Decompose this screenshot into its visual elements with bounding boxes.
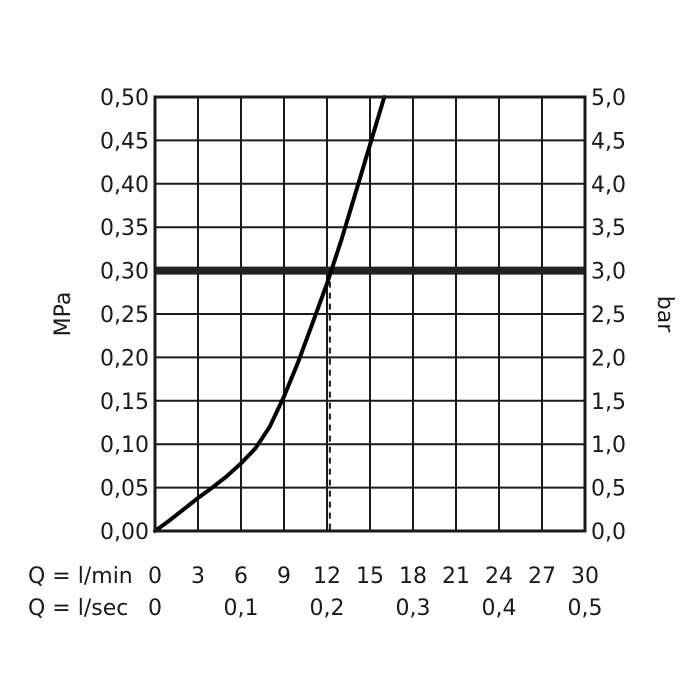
plot-frame — [153, 95, 587, 533]
x-lmin-tick-label: 30 — [571, 564, 599, 589]
y-right-tick-label: 4,0 — [591, 173, 626, 198]
x-lsec-tick-label: 0,5 — [568, 596, 603, 621]
y-left-tick-label: 0,05 — [100, 477, 149, 502]
x-lmin-tick-label: 12 — [313, 564, 341, 589]
y-right-tick-label: 1,5 — [591, 390, 626, 415]
x-lmin-tick-label: 9 — [277, 564, 291, 589]
y-left-tick-label: 0,30 — [100, 260, 149, 285]
y-right-tick-label: 5,0 — [591, 86, 626, 111]
y-left-tick-labels: 0,00 0,05 0,10 0,15 0,20 0,25 0,30 0,35 0,40 0,45… — [100, 86, 149, 545]
y-left-tick-label: 0,40 — [100, 173, 149, 198]
y-left-tick-label: 0,00 — [100, 520, 149, 545]
y-left-tick-label: 0,35 — [100, 216, 149, 241]
y-left-tick-label: 0,20 — [100, 346, 149, 371]
x-lmin-tick-label: 24 — [485, 564, 513, 589]
y-left-tick-label: 0,25 — [100, 303, 149, 328]
y-left-tick-label: 0,15 — [100, 390, 149, 415]
y-right-tick-label: 4,5 — [591, 129, 626, 154]
y-left-tick-label: 0,10 — [100, 433, 149, 458]
x-lsec-tick-label: 0,1 — [224, 596, 259, 621]
x-lmin-tick-label: 15 — [356, 564, 384, 589]
y-right-tick-label: 3,5 — [591, 216, 626, 241]
x-lsec-tick-label: 0,4 — [482, 596, 517, 621]
grid — [154, 96, 586, 532]
x-lmin-tick-label: 18 — [399, 564, 427, 589]
series-line — [153, 95, 387, 533]
x-lmin-tick-label: 3 — [191, 564, 205, 589]
x-lmin-tick-label: 0 — [148, 564, 162, 589]
x-lsec-tick-label: 0 — [148, 596, 162, 621]
x-lmin-tick-label: 6 — [234, 564, 248, 589]
y-right-tick-labels: 0,0 0,5 1,0 1,5 2,0 2,5 3,0 3,5 4,0 4,5 5,0 — [591, 86, 626, 545]
x-lmin-tick-label: 21 — [442, 564, 470, 589]
y-right-tick-label: 0,5 — [591, 477, 626, 502]
y-left-tick-label: 0,45 — [100, 129, 149, 154]
x-lsec-tick-label: 0,3 — [396, 596, 431, 621]
y-left-tick-label: 0,50 — [100, 86, 149, 111]
y-left-axis-label: MPa — [51, 292, 76, 337]
y-right-tick-label: 0,0 — [591, 520, 626, 545]
x-lmin-tick-labels: 0 3 6 9 12 15 18 21 24 27 30 — [148, 564, 599, 589]
y-right-tick-label: 3,0 — [591, 260, 626, 285]
x-lsec-tick-label: 0,2 — [310, 596, 345, 621]
x-lmin-axis-label: Q = l/min — [28, 564, 133, 589]
x-lsec-axis-label: Q = l/sec — [28, 596, 128, 621]
y-right-tick-label: 2,0 — [591, 346, 626, 371]
y-right-tick-label: 1,0 — [591, 433, 626, 458]
y-right-tick-label: 2,5 — [591, 303, 626, 328]
x-lmin-tick-label: 27 — [528, 564, 556, 589]
y-right-axis-label: bar — [652, 296, 677, 333]
x-lsec-tick-labels: 0 0,1 0,2 0,3 0,4 0,5 — [148, 596, 603, 621]
